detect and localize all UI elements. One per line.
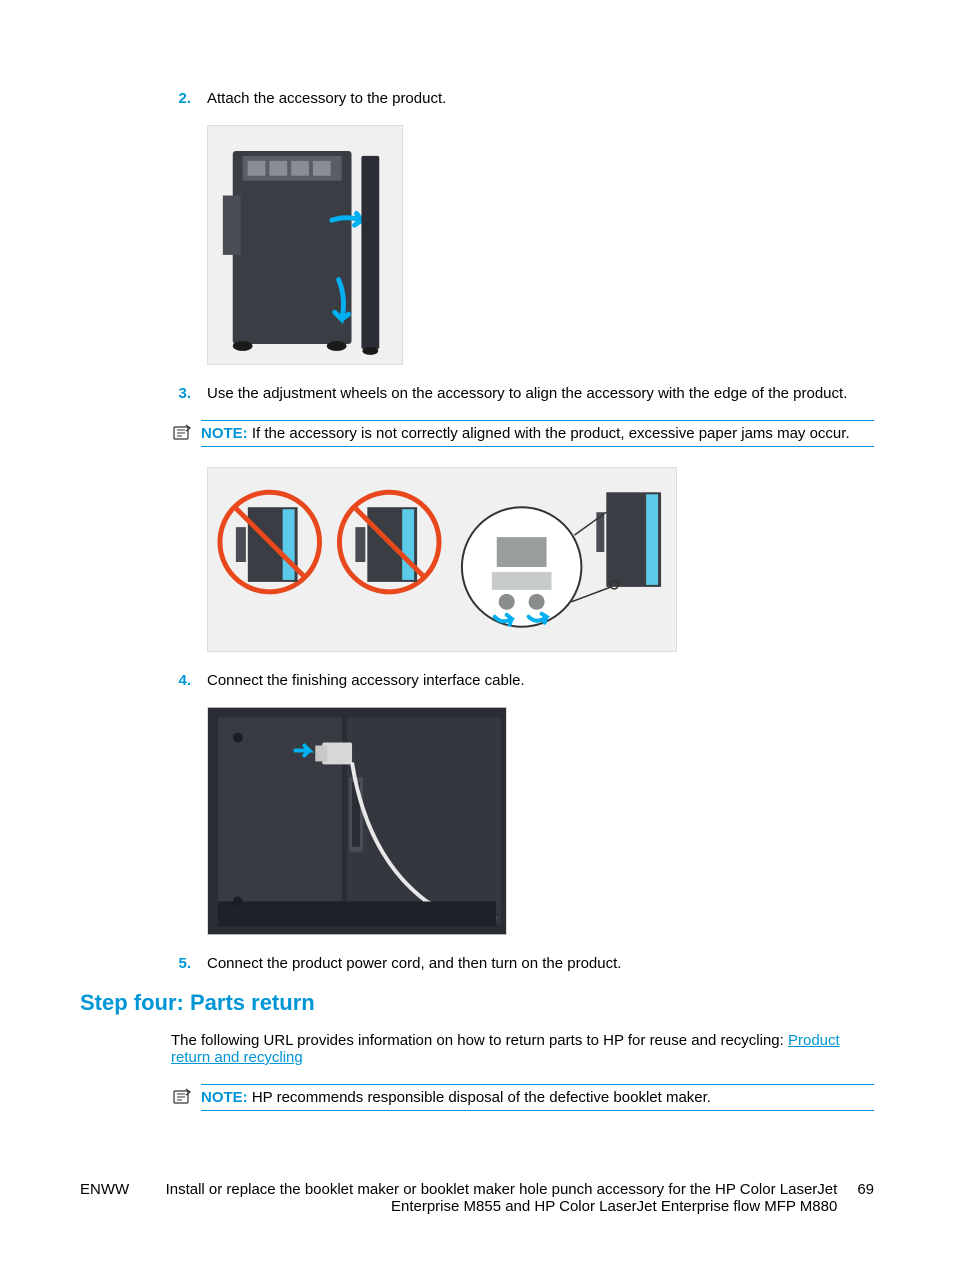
step-number: 3. bbox=[80, 385, 207, 402]
page-footer: ENWW Install or replace the booklet make… bbox=[80, 1181, 874, 1215]
step-5: 5. Connect the product power cord, and t… bbox=[80, 955, 874, 972]
step-number: 5. bbox=[80, 955, 207, 972]
page-content: 2. Attach the accessory to the product. … bbox=[0, 0, 954, 1111]
step-text: Connect the product power cord, and then… bbox=[207, 955, 621, 972]
step-4: 4. Connect the finishing accessory inter… bbox=[80, 672, 874, 689]
figure-adjustment-wheels bbox=[207, 467, 677, 652]
step-3: 3. Use the adjustment wheels on the acce… bbox=[80, 385, 874, 402]
note-text: HP recommends responsible disposal of th… bbox=[252, 1089, 711, 1106]
footer-page-number: 69 bbox=[857, 1181, 874, 1198]
step-four-heading: Step four: Parts return bbox=[80, 990, 874, 1016]
note-label: NOTE: bbox=[201, 1089, 248, 1106]
note-body: NOTE: If the accessory is not correctly … bbox=[201, 420, 874, 447]
note-body: NOTE: HP recommends responsible disposal… bbox=[201, 1084, 874, 1111]
footer-left: ENWW bbox=[80, 1181, 129, 1198]
note-label: NOTE: bbox=[201, 425, 248, 442]
body-prefix: The following URL provides information o… bbox=[171, 1032, 788, 1049]
step-text: Connect the finishing accessory interfac… bbox=[207, 672, 525, 689]
parts-return-body: The following URL provides information o… bbox=[171, 1032, 874, 1066]
footer-center: Install or replace the booklet maker or … bbox=[129, 1181, 857, 1215]
figure-interface-cable bbox=[207, 707, 507, 935]
note-icon bbox=[171, 422, 193, 444]
step-number: 4. bbox=[80, 672, 207, 689]
step-text: Use the adjustment wheels on the accesso… bbox=[207, 385, 847, 402]
step-number: 2. bbox=[80, 90, 207, 107]
step-text: Attach the accessory to the product. bbox=[207, 90, 446, 107]
note-text: If the accessory is not correctly aligne… bbox=[252, 425, 850, 442]
note-icon bbox=[171, 1086, 193, 1108]
step-2: 2. Attach the accessory to the product. bbox=[80, 90, 874, 107]
note-alignment: NOTE: If the accessory is not correctly … bbox=[171, 420, 874, 447]
note-disposal: NOTE: HP recommends responsible disposal… bbox=[171, 1084, 874, 1111]
figure-attach-accessory bbox=[207, 125, 403, 365]
